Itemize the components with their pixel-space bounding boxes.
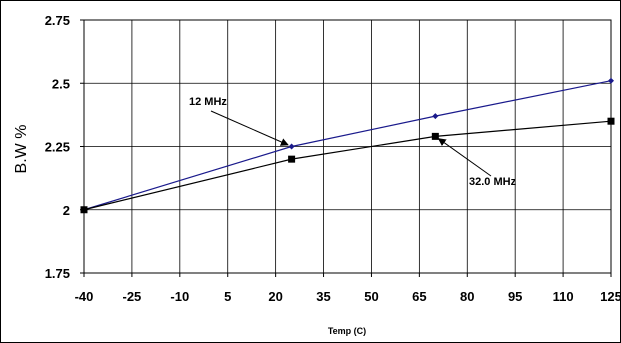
annotations: 12 MHz 32.0 MHz [189, 96, 517, 188]
x-tick-label: 50 [364, 289, 378, 304]
x-axis-title: Temp (C) [328, 326, 366, 336]
y-tick-label: 2 [63, 203, 70, 218]
x-tick-label: -10 [170, 289, 189, 304]
annotation-label: 32.0 MHz [469, 176, 517, 188]
data-point-square [80, 206, 88, 214]
y-tick-label: 2.5 [52, 76, 70, 91]
y-tick-label: 1.75 [45, 266, 70, 281]
y-tick-label: 2.25 [45, 140, 70, 155]
x-tick-label: 35 [316, 289, 330, 304]
data-point-square [431, 132, 439, 140]
x-tick-label: 80 [460, 289, 474, 304]
data-point-square [607, 117, 615, 125]
series-line-32-0-mhz [83, 120, 612, 211]
series-lines [83, 80, 612, 211]
annotation-arrow [210, 110, 289, 146]
y-tick-label: 2.75 [45, 13, 70, 28]
x-tick-label: -40 [75, 289, 94, 304]
series-line-12-mhz [83, 80, 612, 211]
data-point-square [288, 155, 296, 163]
data-markers [80, 77, 615, 214]
x-tick-label: 110 [553, 289, 574, 304]
y-axis-title: B.W % [13, 125, 30, 174]
annotation-arrow [437, 138, 492, 177]
tick-labels: -40 -25 -10 5 20 35 50 65 80 95 110 125 1.75 2 2.25 2.5… [45, 13, 620, 304]
x-tick-label: 125 [600, 289, 620, 304]
data-point-diamond [432, 113, 439, 120]
grid-lines [83, 19, 612, 274]
x-tick-label: 20 [268, 289, 282, 304]
x-tick-label: 95 [508, 289, 522, 304]
data-point-diamond [608, 77, 614, 84]
plot-area-border [83, 19, 612, 274]
x-tick-label: -25 [123, 289, 142, 304]
data-point-diamond [288, 143, 295, 150]
x-tick-label: 5 [224, 289, 231, 304]
x-tick-label: 65 [412, 289, 426, 304]
annotation-label: 12 MHz [189, 96, 227, 108]
axes [80, 19, 612, 277]
